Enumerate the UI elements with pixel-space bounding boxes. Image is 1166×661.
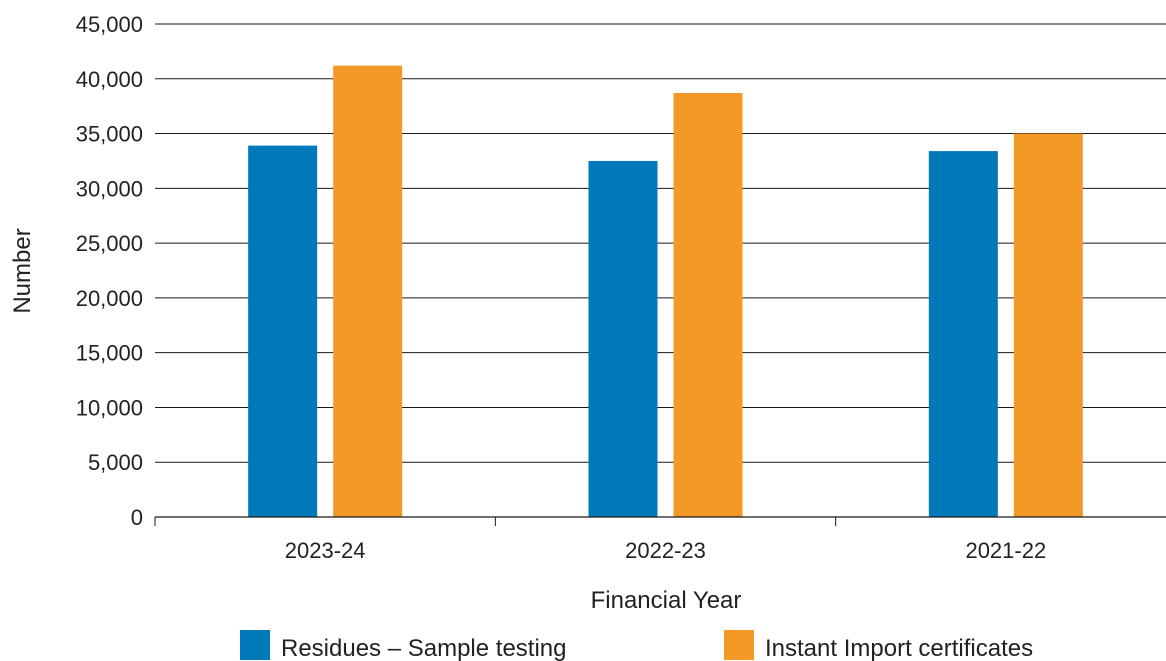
y-tick-label: 40,000	[76, 67, 143, 92]
x-axis-tick-labels: 2023-24 2022-23 2021-22	[285, 538, 1046, 563]
bar-2022-23-residues-sample-testing	[588, 160, 658, 517]
y-tick-label: 35,000	[76, 122, 143, 147]
y-tick-label: 10,000	[76, 395, 143, 420]
x-tick-label: 2022-23	[625, 538, 706, 563]
y-tick-label: 5,000	[88, 450, 143, 475]
y-tick-label: 30,000	[76, 176, 143, 201]
y-tick-label: 45,000	[76, 12, 143, 37]
y-axis-title: Number	[9, 228, 36, 313]
bar-2021-22-instant-import-certificates	[1013, 133, 1083, 518]
y-axis-tick-labels: 0 5,000 10,000 15,000 20,000 25,000 30,000 35,0…	[76, 12, 143, 530]
bar-2023-24-residues-sample-testing	[248, 145, 318, 517]
gridlines	[154, 23, 1166, 526]
x-axis-title: Financial Year	[591, 587, 742, 614]
y-tick-label: 15,000	[76, 341, 143, 366]
y-tick-label: 20,000	[76, 286, 143, 311]
x-tick-label: 2021-22	[965, 538, 1046, 563]
bar-2022-23-instant-import-certificates	[673, 93, 743, 518]
y-tick-label: 0	[131, 505, 143, 530]
x-axis	[155, 516, 1166, 526]
legend-label: Instant Import certificates	[765, 635, 1033, 661]
legend-swatch	[240, 630, 270, 660]
y-tick-label: 25,000	[76, 231, 143, 256]
bar-2023-24-instant-import-certificates	[333, 65, 403, 518]
bars	[248, 65, 1083, 518]
legend-label: Residues – Sample testing	[281, 635, 567, 661]
x-tick-label: 2023-24	[285, 538, 366, 563]
legend: Residues – Sample testing Instant Import …	[240, 630, 1033, 661]
bar-2021-22-residues-sample-testing	[928, 151, 998, 517]
legend-swatch	[724, 630, 754, 660]
